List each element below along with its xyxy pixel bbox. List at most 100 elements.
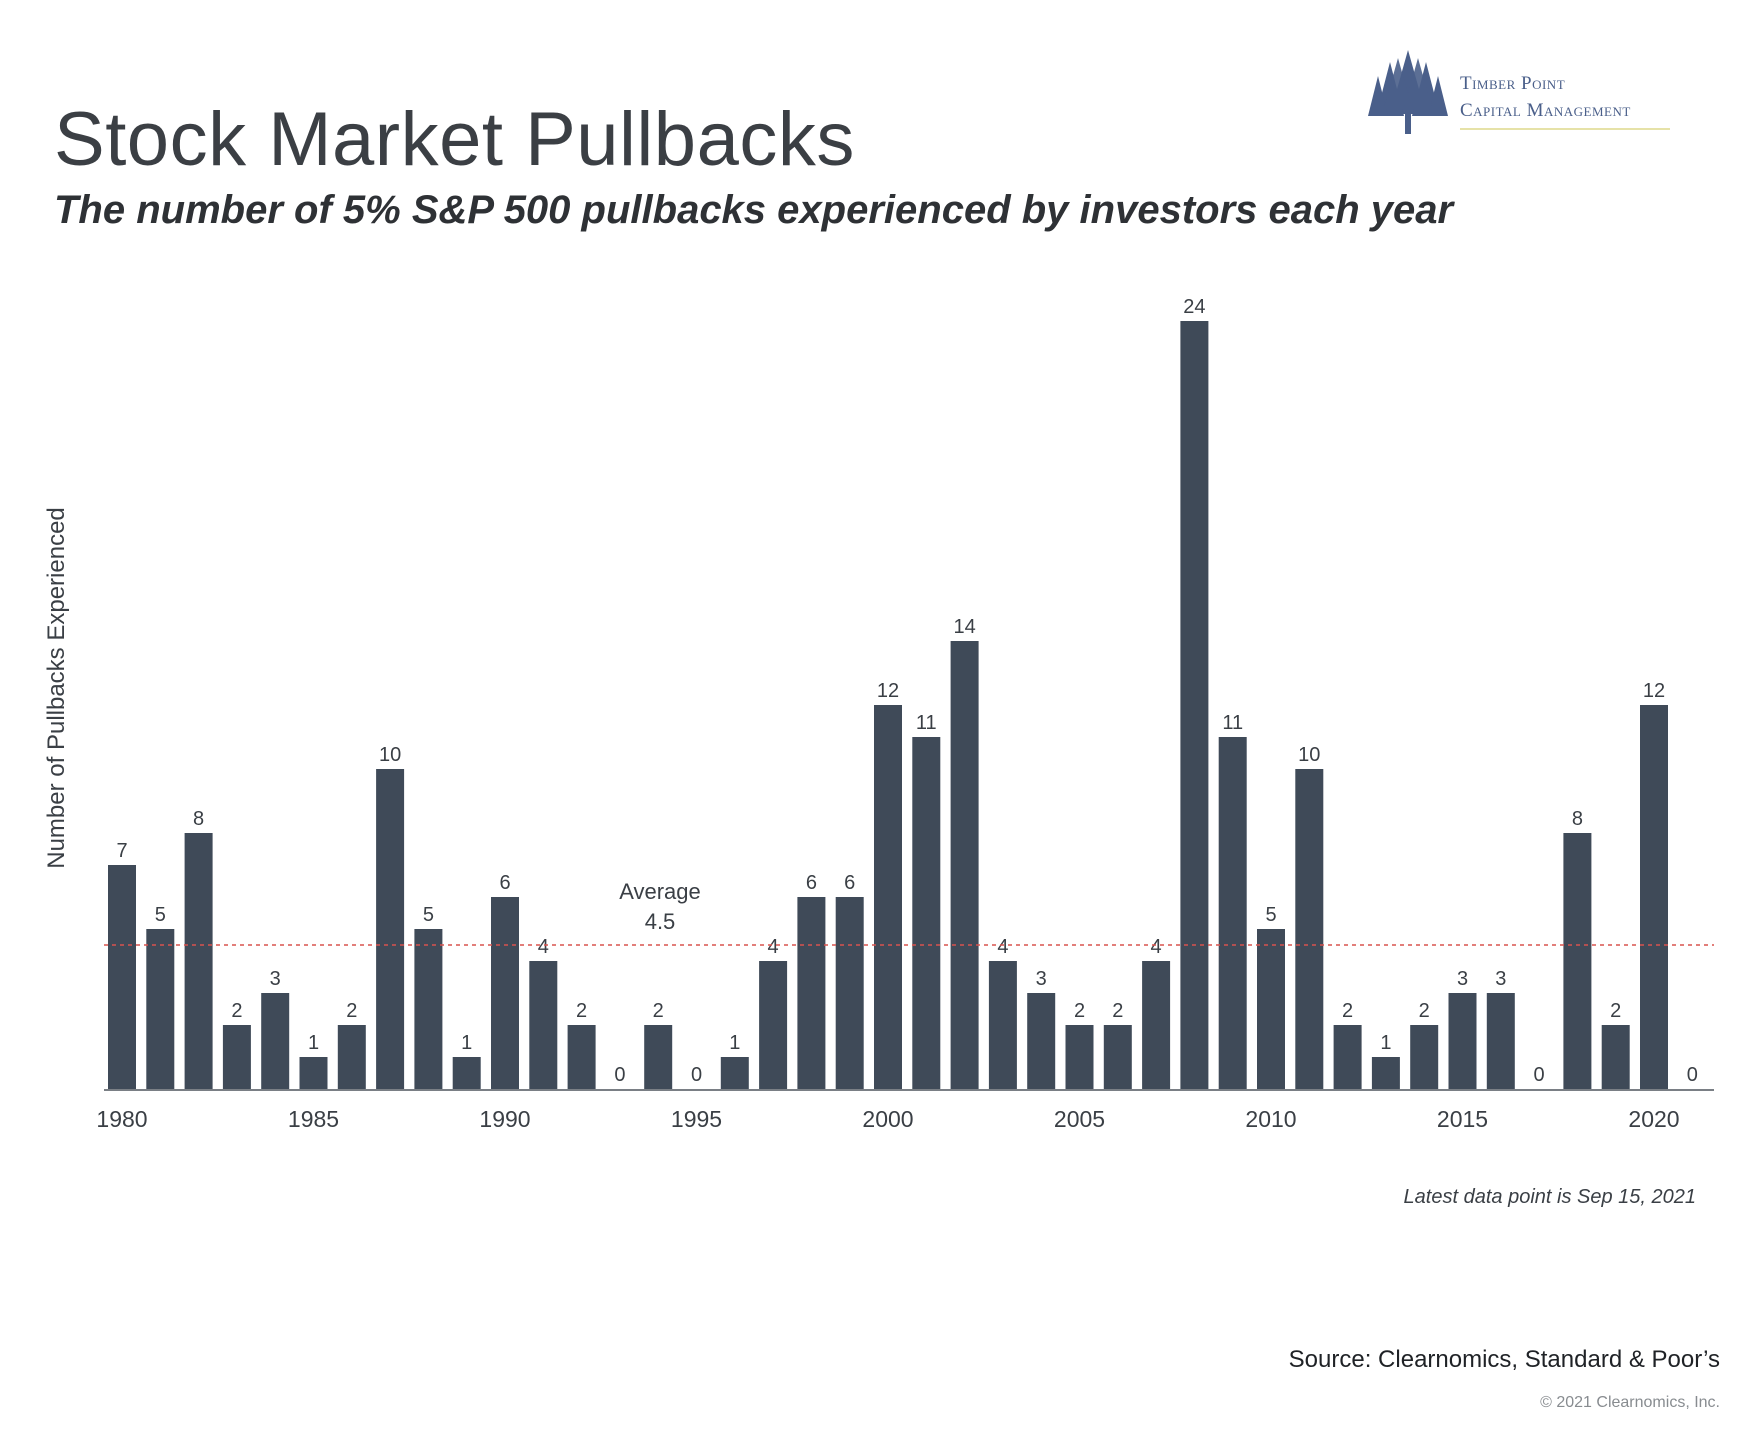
bar-1998 (797, 897, 826, 1089)
value-label-2014: 2 (1419, 1000, 1430, 1022)
bar-2016 (1486, 993, 1515, 1089)
x-tick-2020: 2020 (1628, 1106, 1679, 1132)
bar-1991 (529, 961, 558, 1089)
value-label-1989: 1 (461, 1032, 472, 1054)
bar-1990 (491, 897, 519, 1089)
bar-1985 (299, 1057, 328, 1089)
bar-2007 (1142, 961, 1171, 1089)
value-label-1995: 0 (691, 1064, 702, 1086)
value-label-1997: 4 (768, 936, 779, 958)
value-label-2010: 5 (1265, 904, 1276, 926)
bar-1996 (720, 1057, 749, 1089)
bar-1999 (835, 897, 864, 1089)
value-label-1991: 4 (538, 936, 549, 958)
x-tick-1995: 1995 (671, 1106, 722, 1132)
x-tick-1990: 1990 (479, 1106, 530, 1132)
bar-1997 (759, 961, 788, 1089)
copyright-note: © 2021 Clearnomics, Inc. (1540, 1394, 1720, 1411)
bar-1984 (261, 993, 290, 1089)
bar-1980 (108, 865, 136, 1089)
value-label-2009: 11 (1222, 712, 1243, 734)
logo-text: Timber Point Capital Management (1460, 70, 1631, 124)
value-label-2013: 1 (1380, 1032, 1391, 1054)
bar-2010 (1257, 929, 1285, 1089)
bar-1987 (376, 769, 405, 1089)
company-logo: Timber Point Capital Management (1368, 50, 1670, 140)
value-label-1983: 2 (231, 1000, 242, 1022)
logo-line-2: Capital Management (1460, 100, 1631, 121)
x-tick-labels-group: 1980 1985 1990 1995 2000 2005 2010 2015 2020 (96, 1106, 1679, 1132)
value-label-2012: 2 (1342, 1000, 1353, 1022)
bar-2000 (874, 705, 902, 1089)
bar-2013 (1371, 1057, 1400, 1089)
value-label-1984: 3 (270, 968, 281, 990)
bar-2002 (950, 641, 979, 1089)
value-label-1992: 2 (576, 1000, 587, 1022)
x-tick-2010: 2010 (1245, 1106, 1296, 1132)
value-label-1998: 6 (806, 872, 817, 894)
value-label-1987: 10 (379, 744, 401, 766)
bar-2001 (912, 737, 941, 1089)
bar-2011 (1295, 769, 1324, 1089)
value-label-2003: 4 (997, 936, 1008, 958)
value-label-2017: 0 (1534, 1064, 1545, 1086)
value-label-1980: 7 (116, 840, 127, 862)
average-label: Average (619, 879, 701, 904)
value-label-2020: 12 (1643, 680, 1665, 702)
bar-2005 (1065, 1025, 1094, 1089)
bar-2015 (1448, 993, 1477, 1089)
value-label-2018: 8 (1572, 808, 1583, 830)
value-label-1990: 6 (499, 872, 510, 894)
value-label-2004: 3 (1036, 968, 1047, 990)
y-axis-label: Number of Pullbacks Experienced (43, 507, 70, 869)
x-tick-1985: 1985 (288, 1106, 339, 1132)
value-label-1999: 6 (844, 872, 855, 894)
bar-2006 (1103, 1025, 1132, 1089)
bar-2020 (1640, 705, 1668, 1089)
average-value-label: 4.5 (645, 909, 676, 934)
value-label-1981: 5 (155, 904, 166, 926)
value-label-2015: 3 (1457, 968, 1468, 990)
value-label-2001: 11 (916, 712, 937, 734)
bar-1986 (337, 1025, 366, 1089)
bar-1983 (222, 1025, 251, 1089)
page-title: Stock Market Pullbacks (54, 97, 855, 182)
bar-2008 (1180, 321, 1209, 1089)
value-label-2002: 14 (953, 616, 975, 638)
bar-1982 (184, 833, 213, 1089)
value-label-2006: 2 (1112, 1000, 1123, 1022)
value-label-1994: 2 (653, 1000, 664, 1022)
pine-trees-icon (1368, 50, 1448, 134)
bar-1988 (414, 929, 443, 1089)
bar-2019 (1601, 1025, 1630, 1089)
bar-2003 (988, 961, 1017, 1089)
value-label-2019: 2 (1610, 1000, 1621, 1022)
bar-1992 (567, 1025, 596, 1089)
value-label-2005: 2 (1074, 1000, 1085, 1022)
value-label-2007: 4 (1151, 936, 1162, 958)
logo-underline (1460, 128, 1670, 130)
bar-1981 (146, 929, 175, 1089)
bar-2009 (1218, 737, 1247, 1089)
value-label-2016: 3 (1495, 968, 1506, 990)
bars-group (108, 321, 1668, 1089)
source-note: Source: Clearnomics, Standard & Poor’s (1288, 1346, 1720, 1373)
value-label-2011: 10 (1298, 744, 1320, 766)
value-label-2000: 12 (877, 680, 899, 702)
bar-2004 (1027, 993, 1056, 1089)
page-subtitle: The number of 5% S&P 500 pullbacks exper… (54, 188, 1454, 232)
latest-data-note: Latest data point is Sep 15, 2021 (1403, 1186, 1696, 1208)
value-label-1982: 8 (193, 808, 204, 830)
value-label-1996: 1 (729, 1032, 740, 1054)
value-label-1986: 2 (346, 1000, 357, 1022)
value-label-2008: 24 (1183, 296, 1205, 318)
x-tick-2000: 2000 (862, 1106, 913, 1132)
bar-2012 (1333, 1025, 1362, 1089)
value-label-1985: 1 (308, 1032, 319, 1054)
bar-1989 (452, 1057, 481, 1089)
bar-2014 (1410, 1025, 1439, 1089)
x-tick-2005: 2005 (1054, 1106, 1105, 1132)
x-tick-1980: 1980 (96, 1106, 147, 1132)
